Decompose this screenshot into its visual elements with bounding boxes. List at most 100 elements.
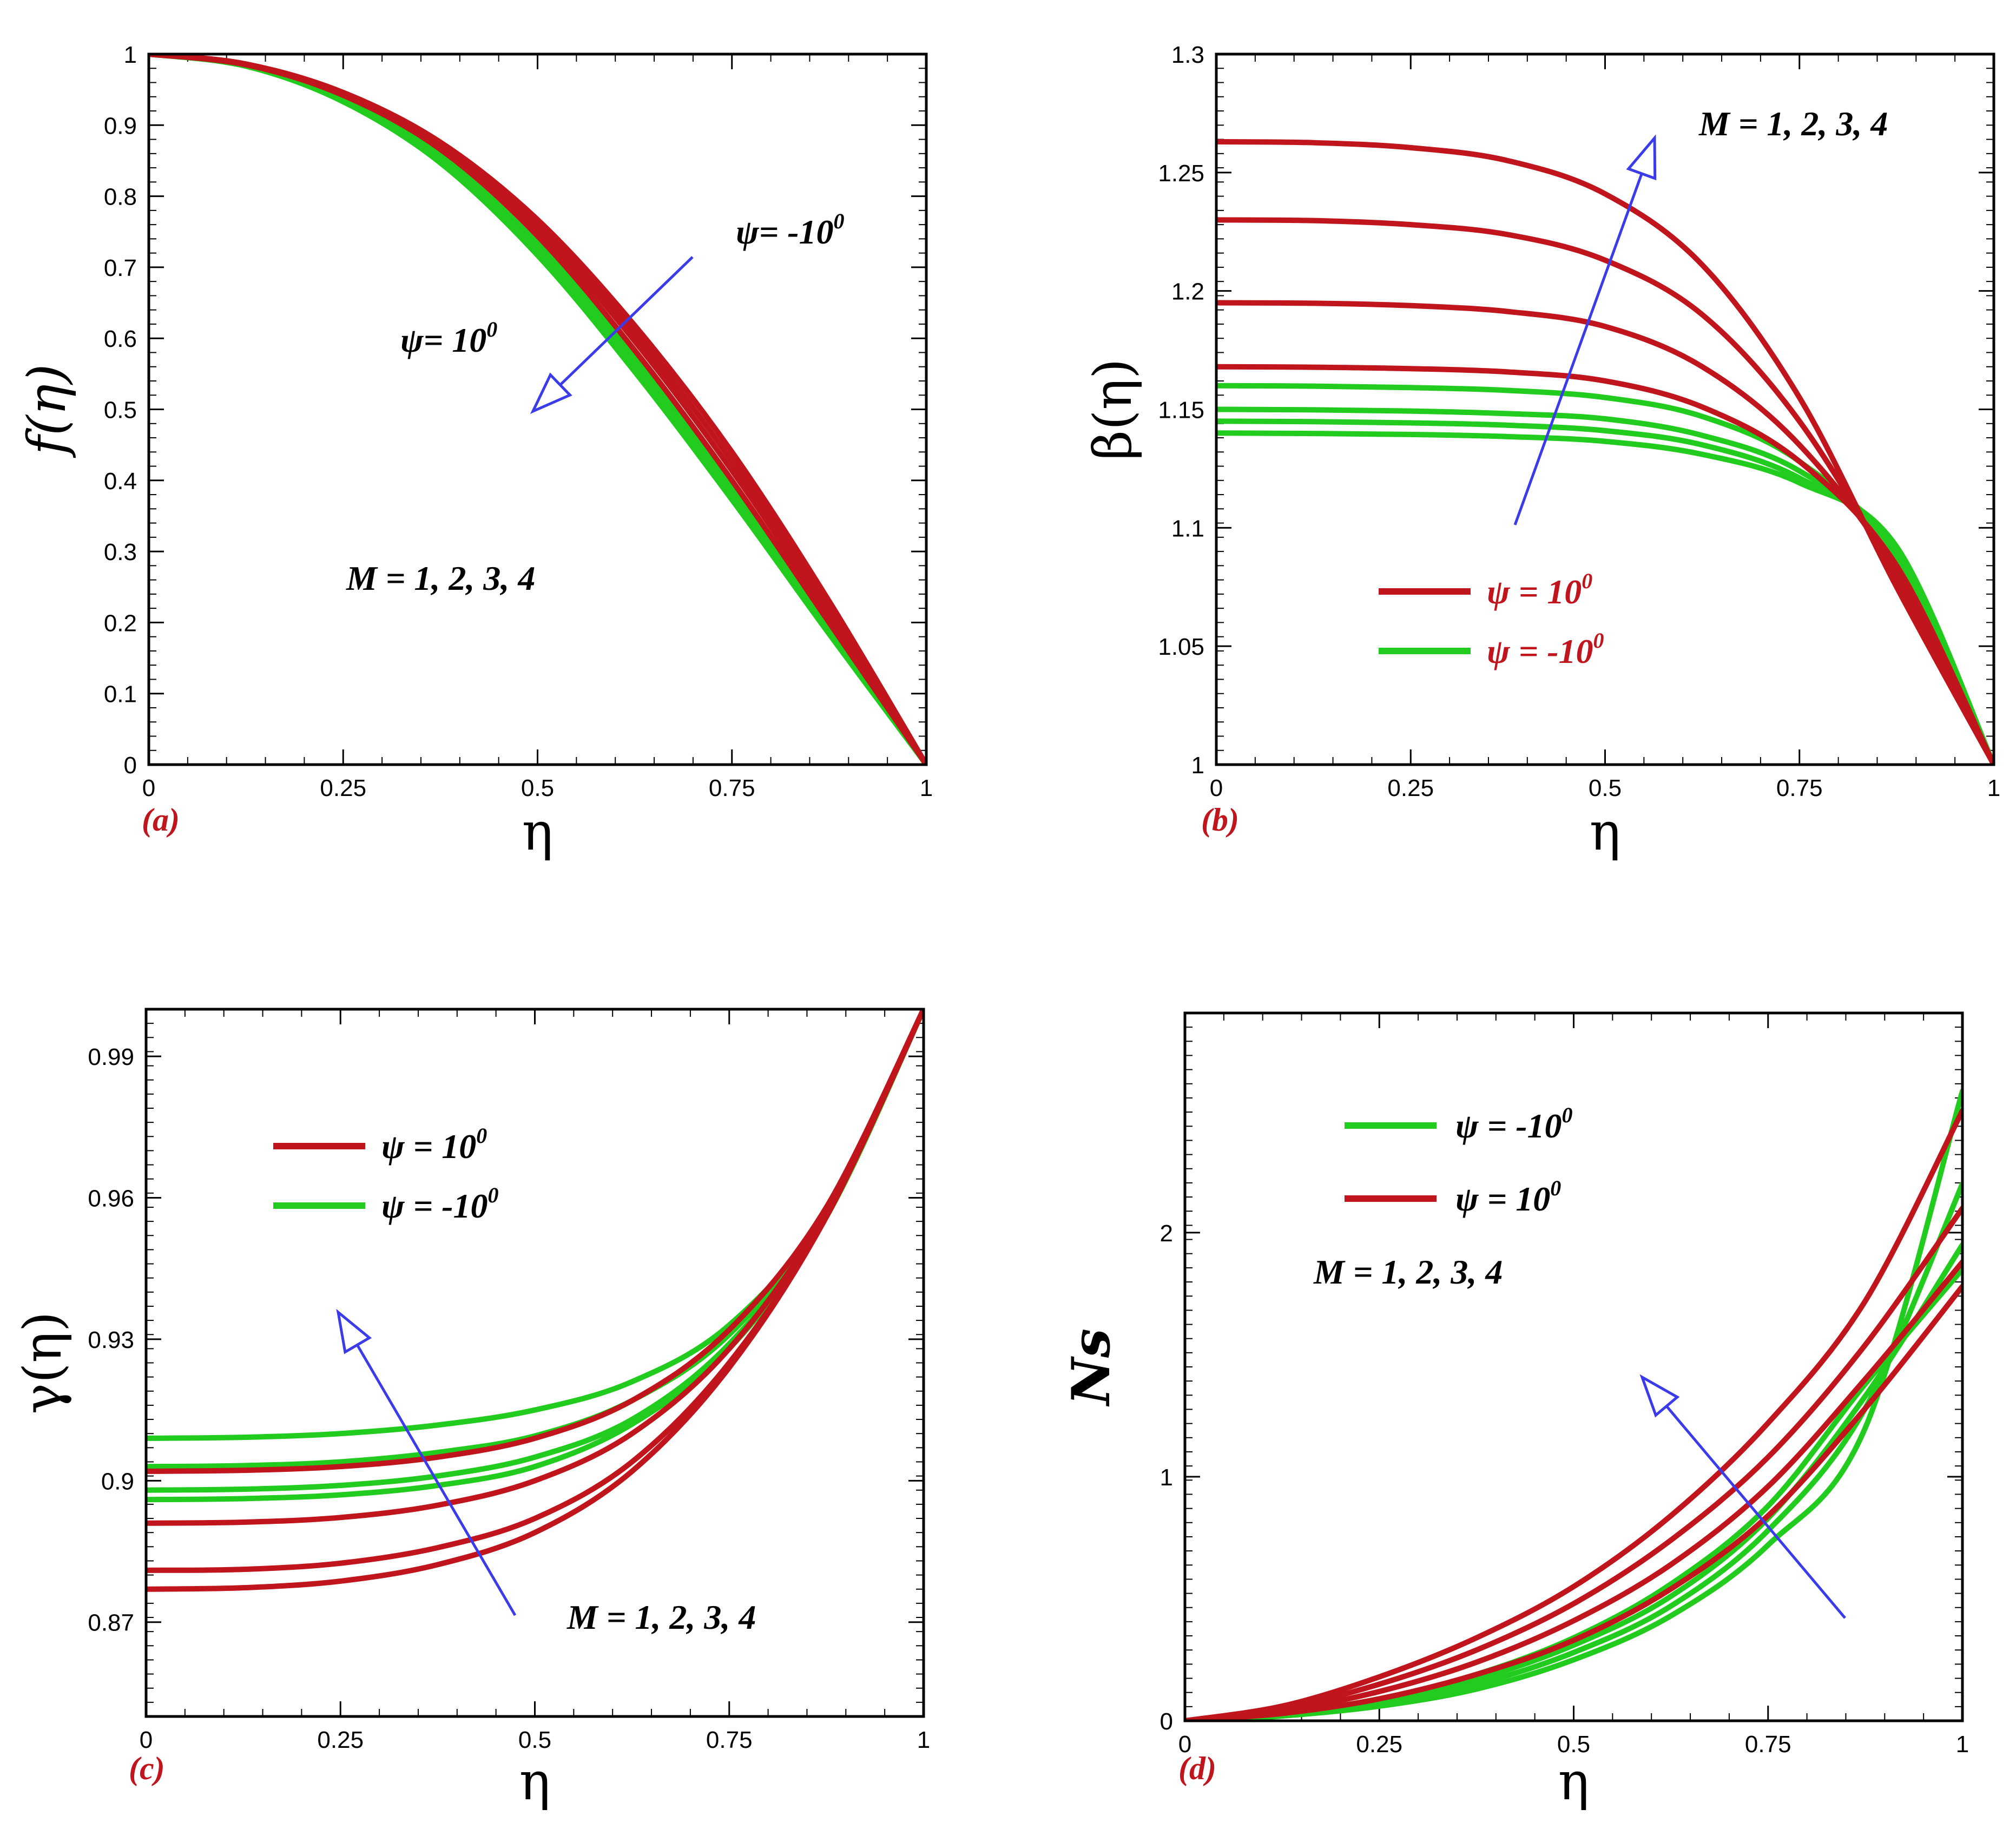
plot-frame bbox=[147, 52, 928, 766]
trend-arrow-shaft bbox=[1665, 1405, 1846, 1619]
y-tick-label: 0.7 bbox=[104, 255, 137, 281]
series-line-red-1 bbox=[1185, 1284, 1962, 1721]
y-tick-label: 0.9 bbox=[101, 1468, 134, 1495]
y-tick-label: 0.9 bbox=[104, 113, 137, 139]
legend-label: ψ = 100 bbox=[1455, 1176, 1561, 1218]
series-line-red-4 bbox=[1216, 139, 1994, 765]
legend-label-text: ψ = -10 bbox=[381, 1187, 488, 1225]
chart-panel-a: 0 0.25 0.5 0.75 1 0 0.1 0.2 0.3 0.4 0.5 0.6 0.7 0.8 0.… bbox=[17, 42, 933, 862]
series-line-green-4 bbox=[149, 54, 926, 765]
x-tick-label: 0.75 bbox=[709, 775, 755, 801]
y-axis-title: f(η) bbox=[17, 364, 77, 458]
legend-label-superscript: 0 bbox=[1593, 628, 1604, 653]
annotation-text: ψ= -10 bbox=[736, 213, 834, 251]
panel-label: (c) bbox=[129, 1751, 165, 1786]
y-tick-label: 0.5 bbox=[104, 397, 137, 424]
x-tick-label: 0.5 bbox=[518, 1727, 551, 1753]
legend-label-superscript: 0 bbox=[1550, 1176, 1561, 1200]
series-line-red-3 bbox=[1185, 1205, 1962, 1721]
x-tick-label: 0.5 bbox=[1589, 775, 1622, 801]
x-axis-title: η bbox=[519, 1751, 551, 1812]
x-axis-title: η bbox=[1590, 801, 1621, 862]
y-tick-label: 0.3 bbox=[104, 539, 137, 565]
y-tick-label: 0 bbox=[1160, 1708, 1173, 1735]
panel-label: (a) bbox=[142, 802, 180, 838]
x-tick-label: 0 bbox=[1210, 775, 1223, 801]
y-tick-label: 1.05 bbox=[1158, 634, 1204, 660]
y-tick-label: 0.87 bbox=[88, 1610, 134, 1636]
y-tick-label: 1 bbox=[1160, 1464, 1173, 1491]
legend-label-superscript: 0 bbox=[1562, 1103, 1573, 1127]
x-tick-label: 1 bbox=[920, 775, 933, 801]
y-tick-label: 1 bbox=[124, 42, 137, 68]
trend-arrow-shaft bbox=[559, 256, 694, 386]
chart-panel-c: 0 0.25 0.5 0.75 1 0.87 0.9 0.93 0.96 0.99 η γ(η) (c)… bbox=[12, 1008, 930, 1812]
annotation: M = 1, 2, 3, 4 bbox=[566, 1598, 756, 1636]
series-line-red-2 bbox=[1216, 300, 1994, 765]
x-tick-label: 0 bbox=[142, 775, 155, 801]
plot-frame bbox=[1183, 1011, 1964, 1722]
panel-label: (b) bbox=[1201, 802, 1239, 838]
chart-panel-b: 0 0.25 0.5 0.75 1 1 1.05 1.1 1.15 1.2 1.25 1.3 η β(η)… bbox=[1083, 42, 2000, 862]
annotation-superscript: 0 bbox=[486, 317, 497, 341]
panel-label: (d) bbox=[1178, 1751, 1216, 1786]
legend-label-text: ψ = 10 bbox=[1487, 573, 1582, 611]
y-axis-title: Ns bbox=[1060, 1328, 1122, 1407]
legend-label: ψ = -100 bbox=[1487, 628, 1604, 670]
plot-frame bbox=[144, 1008, 925, 1718]
y-tick-label: 1.1 bbox=[1171, 515, 1204, 542]
annotation: M = 1, 2, 3, 4 bbox=[1698, 104, 1888, 143]
legend-label-superscript: 0 bbox=[476, 1123, 487, 1148]
y-tick-label: 0.99 bbox=[88, 1044, 134, 1070]
legend-label-superscript: 0 bbox=[488, 1183, 499, 1207]
trend-arrow-shaft bbox=[356, 1344, 517, 1616]
y-tick-label: 0.8 bbox=[104, 184, 137, 210]
y-axis-title: γ(η) bbox=[12, 1312, 73, 1415]
series-line-red-4 bbox=[1185, 1108, 1962, 1721]
annotation: ψ= -100 bbox=[736, 209, 845, 251]
trend-arrow-head bbox=[1626, 134, 1657, 181]
annotation: M = 1, 2, 3, 4 bbox=[1313, 1253, 1503, 1291]
trend-arrow-shaft bbox=[1513, 173, 1643, 525]
series-line-red-1 bbox=[1216, 364, 1994, 765]
legend-label-text: ψ = 10 bbox=[381, 1127, 476, 1166]
x-tick-label: 1 bbox=[1956, 1731, 1969, 1758]
plot-frame bbox=[1215, 52, 1995, 766]
legend-label: ψ = 100 bbox=[1487, 569, 1592, 611]
y-tick-label: 0.4 bbox=[104, 468, 137, 495]
x-tick-label: 0.25 bbox=[1356, 1731, 1402, 1758]
x-tick-label: 0.75 bbox=[1745, 1731, 1791, 1758]
legend: ψ = -100 ψ = 100 bbox=[1345, 1103, 1573, 1218]
y-tick-label: 1.3 bbox=[1171, 42, 1204, 68]
annotation: ψ= 100 bbox=[400, 317, 497, 359]
series-group bbox=[1216, 139, 1994, 765]
y-axis-title: β(η) bbox=[1083, 359, 1143, 460]
series-line-red-4 bbox=[149, 54, 926, 765]
x-tick-label: 1 bbox=[917, 1727, 930, 1753]
series-line-red-2 bbox=[1185, 1259, 1962, 1721]
y-tick-label: 2 bbox=[1160, 1220, 1173, 1247]
y-tick-label: 1.25 bbox=[1158, 160, 1204, 187]
series-line-green-4 bbox=[1216, 430, 1994, 765]
series-group bbox=[1185, 1088, 1962, 1721]
annotation-superscript: 0 bbox=[834, 209, 845, 233]
series-group bbox=[149, 54, 926, 765]
y-tick-label: 0.1 bbox=[104, 681, 137, 708]
legend-label: ψ = -100 bbox=[1455, 1103, 1573, 1145]
annotation: M = 1, 2, 3, 4 bbox=[346, 559, 535, 597]
x-tick-label: 0.5 bbox=[521, 775, 554, 801]
x-tick-label: 0.75 bbox=[706, 1727, 753, 1753]
x-tick-label: 0.25 bbox=[1387, 775, 1434, 801]
x-tick-label: 0.25 bbox=[320, 775, 366, 801]
x-tick-label: 0.5 bbox=[1557, 1731, 1590, 1758]
y-tick-label: 0.6 bbox=[104, 326, 137, 352]
trend-arrow-head bbox=[336, 1308, 372, 1354]
y-tick-label: 1 bbox=[1191, 752, 1204, 779]
x-tick-label: 1 bbox=[1987, 775, 2000, 801]
chart-panel-d: 0 0.25 0.5 0.75 1 0 1 2 η Ns (d) M = 1, 2, 3, 4 ψ = … bbox=[1060, 1011, 1969, 1812]
legend-label-superscript: 0 bbox=[1582, 569, 1592, 593]
y-tick-label: 0.96 bbox=[88, 1186, 134, 1212]
y-tick-label: 0.2 bbox=[104, 610, 137, 636]
